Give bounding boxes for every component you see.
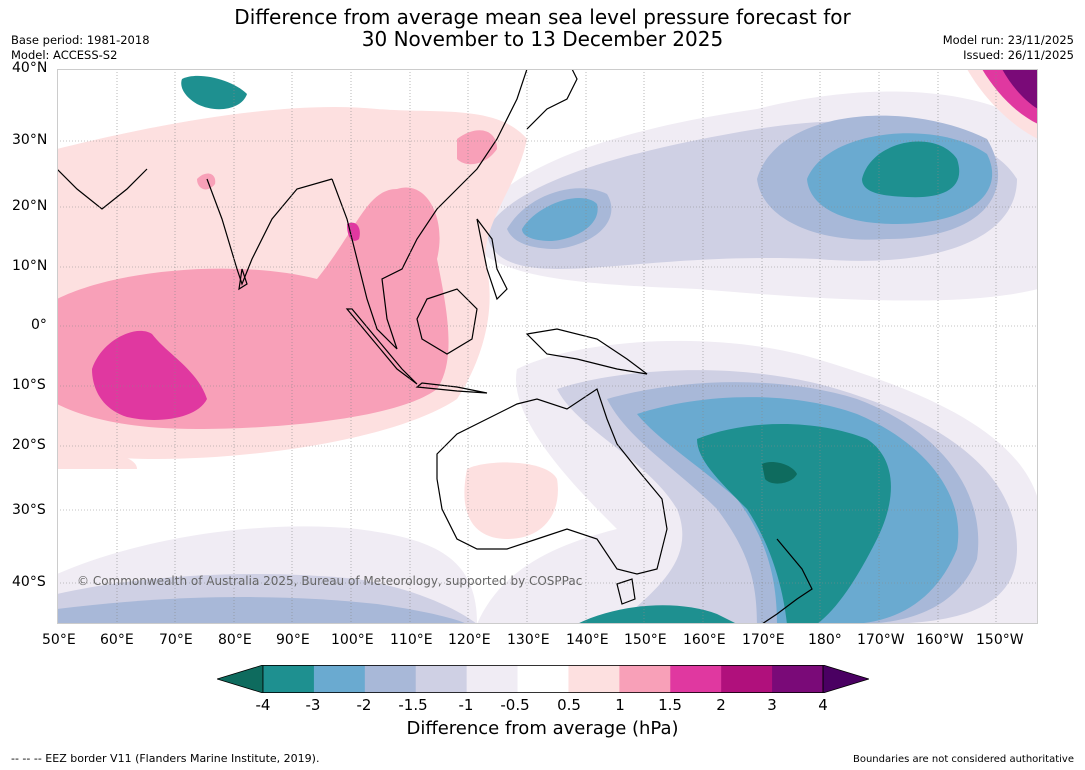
- colorbar-arrow-high: [822, 664, 871, 694]
- colorbar-tick: -0.5: [500, 696, 530, 714]
- himalaya-low-anomaly: [181, 75, 247, 110]
- model-run-text: Model run: 23/11/2025: [942, 33, 1074, 47]
- colorbar-segment: [517, 665, 569, 693]
- colorbar-arrow-low: [215, 664, 264, 694]
- lon-label: 150°E: [624, 632, 667, 648]
- lon-label: 150°W: [976, 632, 1024, 648]
- southwest-pacific-low-anomaly: [57, 340, 1038, 624]
- colorbar-tick: 2: [716, 696, 726, 714]
- colorbar-segment: [263, 665, 315, 693]
- lon-label: 140°E: [566, 632, 609, 648]
- colorbar-segment: [670, 665, 722, 693]
- boundaries-disclaimer: Boundaries are not considered authoritat…: [852, 754, 1074, 765]
- lon-label: 110°E: [390, 632, 433, 648]
- gridlines: [57, 69, 1038, 624]
- lat-label: 20°N: [12, 198, 48, 214]
- lat-label: 10°S: [12, 377, 46, 393]
- lat-label: 40°S: [12, 574, 46, 590]
- colorbar-svg: [215, 664, 871, 694]
- lon-label: 50°E: [42, 632, 76, 648]
- colorbar-tick: -1: [458, 696, 474, 714]
- map-canvas: [57, 69, 1038, 624]
- lon-label: 130°E: [507, 632, 550, 648]
- colorbar-tick: -1.5: [398, 696, 428, 714]
- colorbar-segment: [466, 665, 519, 693]
- lon-label: 60°E: [100, 632, 134, 648]
- lon-label: 160°E: [683, 632, 726, 648]
- colorbar-segment: [415, 665, 468, 693]
- northeast-high-anomaly: [967, 69, 1038, 139]
- lon-label: 170°E: [742, 632, 785, 648]
- colorbar-tick: 1: [615, 696, 625, 714]
- colorbar-segment: [313, 665, 366, 693]
- issued-text: Issued: 26/11/2025: [963, 48, 1074, 62]
- map-title-line1: Difference from average mean sea level p…: [234, 5, 851, 29]
- pressure-anomaly-map: © Commonwealth of Australia 2025, Bureau…: [57, 69, 1038, 624]
- colorbar-tick: 4: [818, 696, 828, 714]
- lon-label: 90°E: [276, 632, 310, 648]
- map-title-line2: 30 November to 13 December 2025: [361, 27, 724, 51]
- colorbar-frame: [262, 665, 824, 693]
- lat-label: 40°N: [12, 60, 48, 76]
- indian-ocean-high-anomaly: [57, 107, 527, 469]
- map-frame: [57, 69, 1038, 624]
- lon-label: 70°E: [159, 632, 193, 648]
- lon-label: 160°W: [916, 632, 964, 648]
- colorbar-tick: 1.5: [658, 696, 682, 714]
- lon-label: 120°E: [448, 632, 491, 648]
- colorbar-segment: [619, 665, 671, 693]
- lat-label: 20°S: [12, 437, 46, 453]
- colorbar-label: Difference from average (hPa): [406, 718, 679, 739]
- colorbar-segment: [364, 665, 417, 693]
- north-pacific-low-anomaly: [467, 91, 1038, 301]
- lat-label: 0°: [31, 317, 47, 333]
- colorbar-tick: 3: [767, 696, 777, 714]
- copyright-text: © Commonwealth of Australia 2025, Bureau…: [77, 574, 583, 588]
- colorbar-tick: -3: [305, 696, 321, 714]
- colorbar-tick: -4: [255, 696, 271, 714]
- model-text: Model: ACCESS-S2: [11, 48, 118, 62]
- eez-border-note: -- -- -- EEZ border V11 (Flanders Marine…: [11, 752, 320, 765]
- lon-label: 80°E: [218, 632, 252, 648]
- coastlines: [57, 69, 813, 624]
- lon-label: 180°: [808, 632, 842, 648]
- colorbar-tick: -2: [356, 696, 372, 714]
- lon-label: 100°E: [331, 632, 374, 648]
- lat-label: 10°N: [12, 258, 48, 274]
- colorbar-segment: [568, 665, 620, 693]
- colorbar: [215, 664, 871, 694]
- colorbar-segment: [721, 665, 773, 693]
- lon-label: 170°W: [857, 632, 905, 648]
- lat-label: 30°S: [12, 502, 46, 518]
- colorbar-tick: 0.5: [557, 696, 581, 714]
- base-period-text: Base period: 1981-2018: [11, 33, 150, 47]
- colorbar-ticks: -4 -3 -2 -1.5 -1 -0.5 0.5 1 1.5 2 3 4: [217, 696, 869, 716]
- australia-high-anomaly: [464, 462, 558, 539]
- colorbar-segment: [772, 665, 824, 693]
- lat-label: 30°N: [12, 132, 48, 148]
